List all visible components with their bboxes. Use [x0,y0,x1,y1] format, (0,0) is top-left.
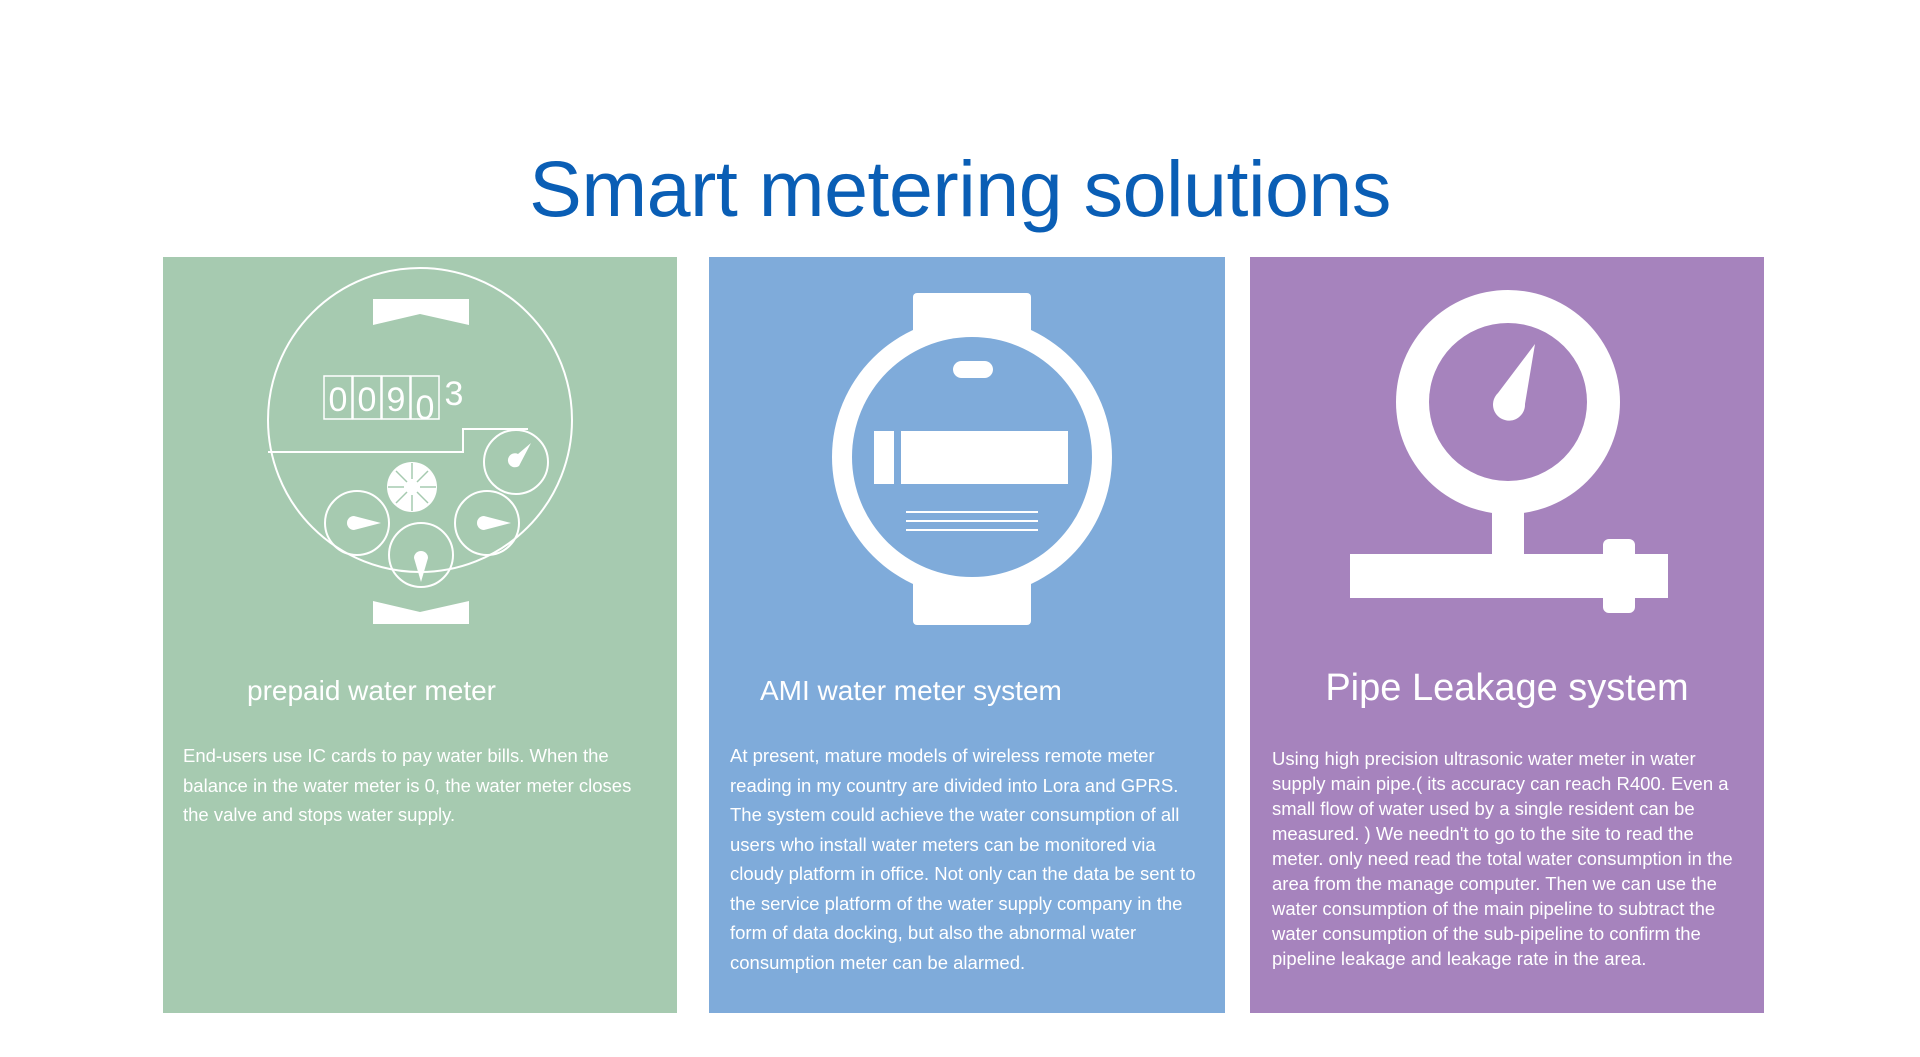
card-title: AMI water meter system [760,675,1062,706]
meter-digit: 0 [416,389,435,427]
card-ami-water-meter-system[interactable]: AMI water meter system At present, matur… [709,257,1225,1013]
smart-meter-watch-icon [832,293,1112,625]
meter-digit: 9 [387,381,406,419]
meter-digit: 0 [329,381,348,419]
card-description: At present, mature models of wireless re… [730,745,1196,973]
card-description: End-users use IC cards to pay water bill… [183,745,632,825]
meter-digit: 0 [358,381,377,419]
card-pipe-leakage-system[interactable]: Pipe Leakage system Using high precision… [1250,257,1764,1013]
meter-digit: 3 [445,375,464,413]
card-description: Using high precision ultrasonic water me… [1272,748,1733,969]
card-title: Pipe Leakage system [1325,667,1689,709]
card-title: prepaid water meter [247,675,497,706]
pressure-gauge-pipe-icon [1350,290,1668,613]
page-title: Smart metering solutions [529,143,1391,233]
card-prepaid-water-meter[interactable]: 0 0 9 0 3 [163,257,677,1013]
water-meter-dial-icon: 0 0 9 0 3 [267,267,573,624]
